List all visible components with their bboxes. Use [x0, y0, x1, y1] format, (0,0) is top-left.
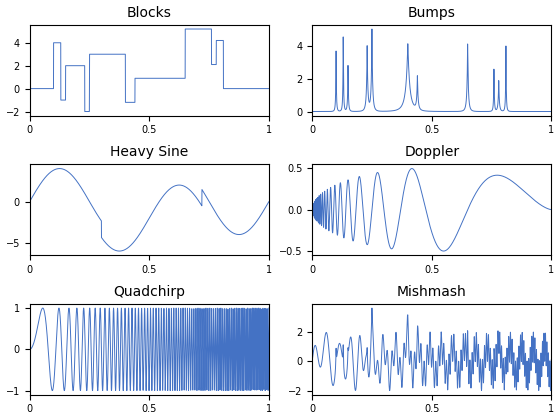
Title: Heavy Sine: Heavy Sine — [110, 145, 188, 159]
Title: Doppler: Doppler — [404, 145, 459, 159]
Title: Mishmash: Mishmash — [397, 285, 466, 299]
Title: Bumps: Bumps — [408, 5, 456, 20]
Title: Quadchirp: Quadchirp — [113, 285, 185, 299]
Title: Blocks: Blocks — [127, 5, 172, 20]
